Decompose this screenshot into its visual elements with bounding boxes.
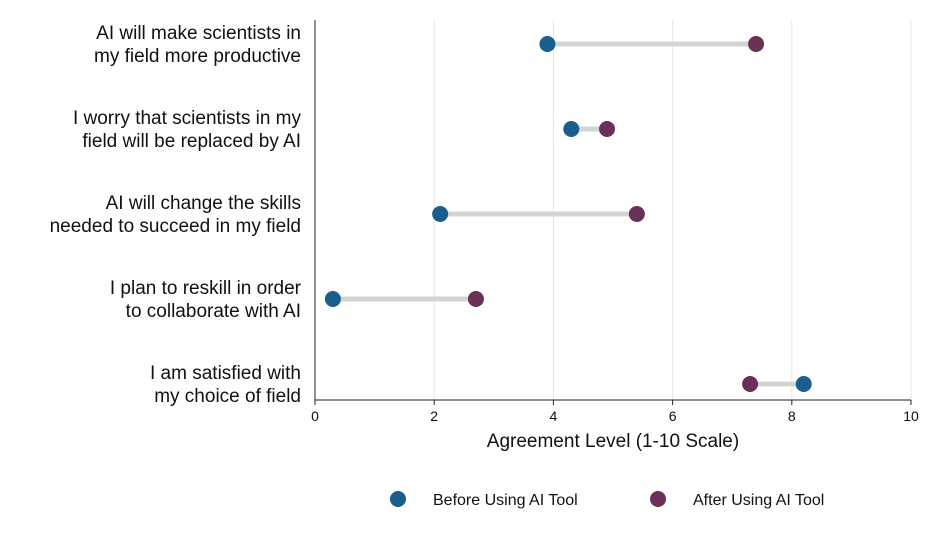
before-point [539,36,555,52]
before-point [563,121,579,137]
after-point [468,291,484,307]
after-point [599,121,615,137]
after-point [629,206,645,222]
x-tick-label: 0 [311,408,319,424]
x-axis: 0 2 4 6 8 10 [311,20,919,424]
x-tick-label: 6 [669,408,677,424]
category-label: AI will change the skills [106,193,301,214]
x-tick-label: 8 [788,408,796,424]
connectors [333,44,804,384]
legend-label: After Using AI Tool [693,492,824,509]
category-label: I plan to reskill in order [110,278,302,299]
legend-label: Before Using AI Tool [433,492,578,509]
after-point [748,36,764,52]
category-label: I am satisfied with [150,363,301,384]
x-tick-label: 4 [550,408,558,424]
category-label: to collaborate with AI [126,301,301,322]
after-point [742,376,758,392]
x-tick-label: 10 [903,408,919,424]
x-axis-title: Agreement Level (1-10 Scale) [487,431,739,452]
category-label: needed to succeed in my field [50,216,301,237]
legend: Before Using AI Tool After Using AI Tool [390,491,824,509]
before-point [432,206,448,222]
gridlines [434,20,911,400]
category-label: I worry that scientists in my [73,108,302,129]
before-point [325,291,341,307]
before-point [796,376,812,392]
category-label: my choice of field [154,386,301,407]
x-tick-label: 2 [430,408,438,424]
category-label: AI will make scientists in [96,23,301,44]
category-label: field will be replaced by AI [82,131,301,152]
legend-marker [390,491,406,507]
legend-marker [650,491,666,507]
category-label: my field more productive [94,46,301,67]
